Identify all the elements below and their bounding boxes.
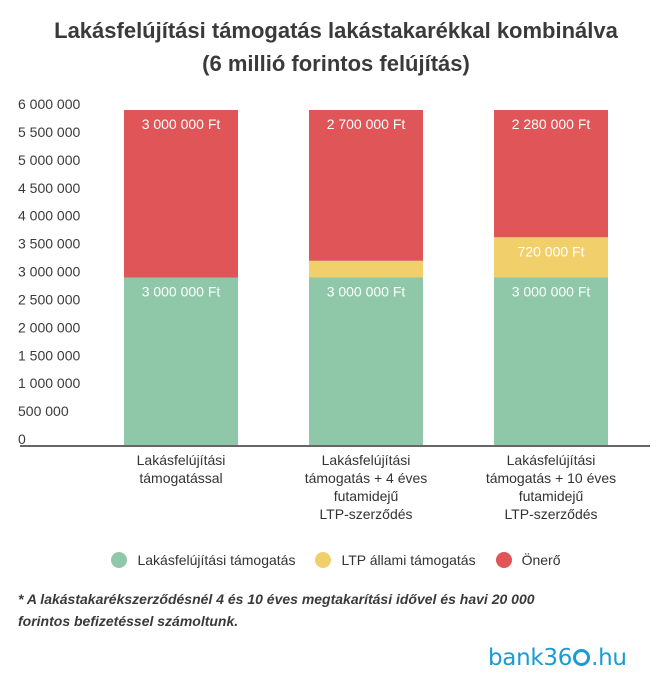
bar-segment (494, 237, 608, 278)
y-tick-label: 2 000 000 (18, 319, 80, 335)
legend-swatch-ltp (315, 552, 332, 568)
legend-swatch-onero (495, 552, 512, 568)
legend-label-onero: Önerő (521, 552, 561, 568)
legend-item-onero: Önerő (495, 552, 561, 568)
bar-segment (309, 110, 423, 261)
data-label: 3 000 000 Ft (327, 284, 406, 300)
y-tick-label: 6 000 000 (18, 96, 80, 112)
chart-title-line2: (6 millió forintos felújítás) (202, 51, 470, 76)
y-tick-label: 4 500 000 (18, 180, 80, 196)
bank360-logo: bank36 .hu (488, 645, 627, 671)
logo-prefix: bank36 (488, 645, 573, 671)
y-tick-label: 2 500 000 (18, 291, 80, 307)
x-tick-label: támogatás + 10 éves (486, 470, 616, 486)
data-label: 2 700 000 Ft (327, 116, 406, 132)
logo-ring-icon (573, 649, 591, 666)
y-tick-label: 0 (18, 431, 26, 447)
bar-segment (124, 277, 238, 445)
y-tick-label: 3 500 000 (18, 236, 80, 252)
bar-segment (309, 260, 423, 278)
data-label: 2 280 000 Ft (512, 116, 591, 132)
data-label: 3 000 000 Ft (142, 116, 221, 132)
x-tick-label: LTP-szerződés (319, 506, 412, 522)
bar-segment (494, 110, 608, 238)
chart-title: Lakásfelújítási támogatás lakástakarékka… (0, 14, 672, 80)
legend-label-ltp: LTP állami támogatás (341, 552, 476, 568)
x-tick-label: Lakásfelújítási (322, 452, 411, 468)
x-tick-label: Lakásfelújítási (137, 452, 226, 468)
x-tick-label: Lakásfelújítási (507, 452, 596, 468)
logo-suffix: .hu (591, 645, 627, 671)
stacked-bar-chart: 0 500 000 1 000 000 1 500 000 2 000 000 2 500… (18, 96, 650, 522)
legend-label-lakasfelujitasi: Lakásfelújítási támogatás (137, 552, 296, 568)
y-tick-label: 500 000 (18, 403, 69, 419)
y-tick-label: 5 000 000 (18, 152, 80, 168)
x-tick-label: támogatással (139, 470, 222, 486)
y-tick-label: 3 000 000 (18, 264, 80, 280)
data-label: 3 000 000 Ft (512, 284, 591, 300)
y-tick-label: 4 000 000 (18, 208, 80, 224)
legend-item-ltp: LTP állami támogatás (315, 552, 476, 568)
bar-segment (494, 277, 608, 445)
data-label: 3 000 000 Ft (142, 284, 221, 300)
y-tick-label: 1 000 000 (18, 375, 80, 391)
x-tick-label: futamidejű (334, 488, 399, 504)
footnote: * A lakástakarékszerződésnél 4 és 10 éve… (18, 591, 535, 629)
y-tick-label: 5 500 000 (18, 124, 80, 140)
legend-swatch-lakasfelujitasi (111, 552, 128, 568)
legend-item-lakasfelujitasi: Lakásfelújítási támogatás (111, 552, 295, 568)
data-label: 720 000 Ft (518, 243, 585, 259)
bar-segment (309, 277, 423, 445)
x-tick-label: támogatás + 4 éves (305, 470, 428, 486)
legend: Lakásfelújítási támogatás LTP állami tám… (0, 552, 672, 568)
x-tick-label: futamidejű (519, 488, 584, 504)
x-tick-label: LTP-szerződés (504, 506, 597, 522)
y-tick-label: 1 500 000 (18, 347, 80, 363)
chart-title-line1: Lakásfelújítási támogatás lakástakarékka… (54, 18, 618, 43)
bar-segment (124, 110, 238, 278)
